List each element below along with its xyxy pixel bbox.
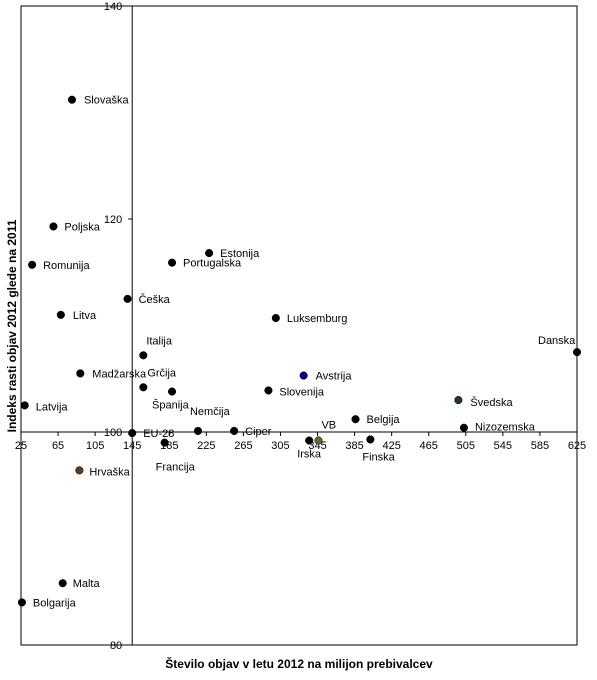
data-point — [167, 387, 177, 396]
point-label: Hrvaška — [89, 466, 130, 478]
data-point — [305, 436, 314, 445]
data-point — [264, 386, 273, 395]
x-tick-label: 425 — [382, 440, 400, 452]
data-point — [67, 95, 77, 104]
x-tick-label: 465 — [420, 440, 438, 452]
point-label: Češka — [139, 293, 171, 306]
point-label: Luksemburg — [287, 313, 348, 325]
data-point — [205, 249, 214, 258]
point-label: Finska — [362, 451, 395, 463]
data-point — [75, 466, 84, 475]
point-label: Latvija — [36, 401, 69, 413]
data-point — [160, 438, 169, 447]
point-label: Litva — [73, 310, 97, 322]
data-point — [28, 260, 37, 269]
x-tick-label: 25 — [15, 440, 27, 452]
point-label: Madžarska — [92, 368, 147, 380]
point-label: Francija — [156, 462, 196, 474]
x-tick-label: 265 — [234, 440, 252, 452]
point-label: Bolgarija — [33, 597, 77, 609]
y-tick-label: 80 — [110, 640, 122, 652]
x-tick-label: 585 — [531, 440, 549, 452]
data-point — [351, 415, 360, 424]
x-tick-label: 385 — [345, 440, 363, 452]
point-label: Slovaška — [84, 95, 130, 107]
data-point — [271, 313, 280, 323]
point-label: Italija — [146, 335, 173, 347]
data-point — [56, 310, 65, 319]
data-point — [123, 294, 132, 303]
data-point — [139, 351, 148, 360]
x-axis-ticks: 25 65 105 145 185 225 265 305 345 385 425 465 505 545… — [15, 432, 586, 452]
data-point — [167, 258, 177, 267]
point-label: Nizozemska — [475, 422, 536, 434]
data-point — [366, 435, 375, 444]
point-label: Romunija — [43, 260, 90, 272]
x-tick-label: 225 — [197, 440, 215, 452]
data-point — [58, 579, 67, 588]
point-label: Grčija — [147, 367, 177, 379]
point-label: Slovenija — [279, 386, 325, 398]
x-tick-label: 505 — [457, 440, 475, 452]
data-point — [314, 436, 323, 445]
data-point — [299, 371, 308, 380]
point-label: Malta — [73, 578, 101, 590]
x-tick-label: 545 — [494, 440, 512, 452]
point-label: VB — [321, 420, 336, 432]
x-tick-label: 305 — [271, 440, 289, 452]
point-label: Avstrija — [316, 371, 353, 383]
point-label: Portugalska — [183, 258, 242, 270]
point-label: Švedska — [470, 396, 513, 409]
data-point — [76, 369, 85, 378]
point-label: Španija — [152, 399, 190, 412]
point-label: EU-28 — [143, 428, 174, 440]
data-point — [572, 348, 582, 357]
data-point — [17, 598, 26, 607]
y-tick-label: 100 — [104, 427, 122, 439]
point-label: Belgija — [367, 414, 401, 426]
point-label: Irska — [297, 449, 322, 461]
y-axis-title: Indeks rasti objav 2012 glede na 2011 — [5, 219, 19, 432]
data-points — [17, 95, 582, 607]
x-tick-label: 105 — [86, 440, 104, 452]
data-point — [230, 426, 239, 435]
point-label: Danska — [538, 335, 576, 347]
data-point — [139, 383, 148, 392]
data-point — [193, 426, 203, 435]
x-tick-label: 65 — [52, 440, 64, 452]
x-tick-label: 145 — [123, 440, 141, 452]
y-tick-label: 140 — [104, 1, 122, 13]
data-point — [128, 429, 137, 438]
point-label: Poljska — [64, 221, 100, 233]
x-tick-label: 625 — [568, 440, 586, 452]
point-labels: Slovaška Poljska Romunija Litva Latvija Madža… — [33, 95, 576, 610]
y-tick-label: 120 — [104, 214, 122, 226]
x-tick-label: 345 — [308, 440, 326, 452]
data-point — [49, 222, 58, 231]
point-label: Ciper — [245, 426, 272, 438]
data-point — [20, 401, 29, 410]
y-axis-ticks: 80 100 120 140 — [104, 1, 133, 652]
point-label: Estonija — [220, 248, 260, 260]
data-point — [459, 423, 468, 432]
x-axis-title: Število objav v letu 2012 na milijon pre… — [165, 656, 433, 671]
point-label: Nemčija — [190, 406, 231, 418]
data-point — [454, 396, 463, 405]
plot-frame — [20, 5, 578, 646]
